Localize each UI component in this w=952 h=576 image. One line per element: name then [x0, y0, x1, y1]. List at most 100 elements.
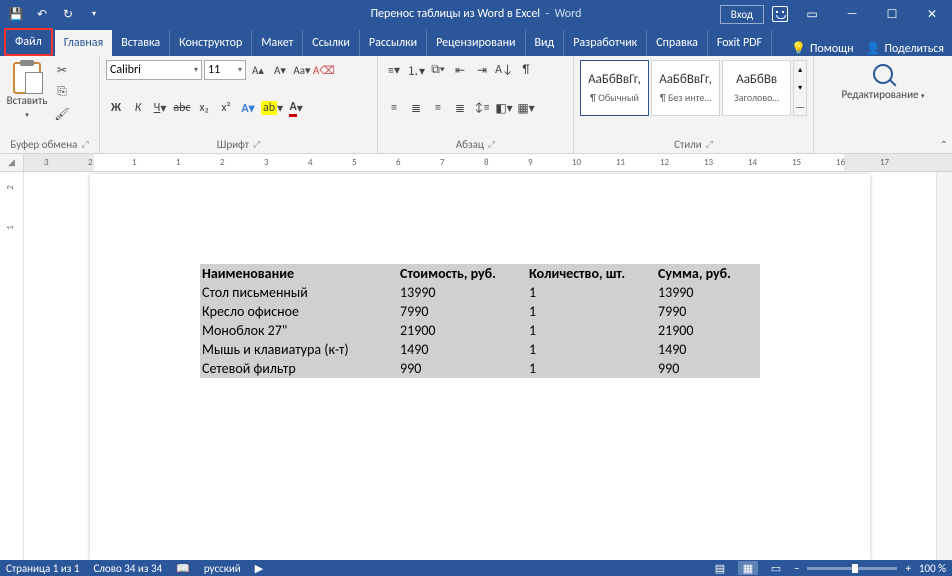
- status-spell-icon[interactable]: 📖: [176, 562, 190, 575]
- align-right-icon[interactable]: ≡: [428, 98, 448, 118]
- styles-launcher-icon[interactable]: ⤢: [706, 139, 713, 150]
- italic-button[interactable]: К: [128, 98, 148, 118]
- align-left-icon[interactable]: ≡: [384, 98, 404, 118]
- table-cell[interactable]: 7990: [398, 302, 527, 321]
- show-marks-icon[interactable]: ¶: [516, 60, 536, 80]
- justify-icon[interactable]: ≣: [450, 98, 470, 118]
- tab-ссылки[interactable]: Ссылки: [303, 30, 360, 56]
- view-web-icon[interactable]: ▭: [766, 561, 786, 575]
- qat-customize-icon[interactable]: ▾: [82, 2, 106, 26]
- tab-конструктор[interactable]: Конструктор: [170, 30, 252, 56]
- tab-разработчик[interactable]: Разработчик: [564, 30, 647, 56]
- status-words[interactable]: Слово 34 из 34: [93, 562, 162, 575]
- table-cell[interactable]: 13990: [656, 283, 760, 302]
- zoom-in-icon[interactable]: +: [905, 562, 910, 575]
- minimize-button[interactable]: —: [832, 0, 872, 28]
- multilevel-icon[interactable]: ⧉▾: [428, 60, 448, 80]
- style-item[interactable]: АаБбВвГг,¶ Обычный: [580, 60, 649, 116]
- table-cell[interactable]: 13990: [398, 283, 527, 302]
- cut-icon[interactable]: ✂: [52, 60, 72, 80]
- share-button[interactable]: 👤Поделиться: [866, 41, 944, 56]
- highlight-icon[interactable]: ab▾: [260, 98, 284, 118]
- table-cell[interactable]: 1490: [656, 340, 760, 359]
- close-button[interactable]: ✕: [912, 0, 952, 28]
- table-header[interactable]: Сумма, руб.: [656, 264, 760, 283]
- table-cell[interactable]: 1: [527, 359, 656, 378]
- style-item[interactable]: АаБбВвГг,¶ Без инте…: [651, 60, 720, 116]
- status-lang[interactable]: русский: [204, 562, 241, 575]
- zoom-out-icon[interactable]: −: [794, 562, 799, 575]
- table-cell[interactable]: 7990: [656, 302, 760, 321]
- table-header[interactable]: Наименование: [200, 264, 398, 283]
- ruler-horizontal[interactable]: ◢ 3211234567891011121314151617: [0, 154, 952, 172]
- clipboard-launcher-icon[interactable]: ⤢: [81, 139, 88, 150]
- tab-foxit pdf[interactable]: Foxit PDF: [708, 30, 772, 56]
- paste-button[interactable]: Вставить ▾: [6, 60, 48, 124]
- table-cell[interactable]: Моноблок 27": [200, 321, 398, 340]
- copy-icon[interactable]: ⎘: [52, 82, 72, 102]
- table-cell[interactable]: Стол письменный: [200, 283, 398, 302]
- table-cell[interactable]: 1: [527, 321, 656, 340]
- table-header[interactable]: Количество, шт.: [527, 264, 656, 283]
- ribbon-options-icon[interactable]: ▭: [792, 0, 832, 28]
- format-painter-icon[interactable]: 🖌: [52, 104, 72, 124]
- tell-me-button[interactable]: 💡Помощн: [791, 41, 854, 56]
- shading-icon[interactable]: ◧▾: [494, 98, 514, 118]
- table-cell[interactable]: 1490: [398, 340, 527, 359]
- editing-button[interactable]: Редактирование ▾: [820, 60, 946, 105]
- table-row[interactable]: Стол письменный13990113990: [200, 283, 760, 302]
- font-size-combo[interactable]: 11▾: [204, 60, 246, 80]
- table-cell[interactable]: 21900: [398, 321, 527, 340]
- strike-button[interactable]: abc: [172, 98, 192, 118]
- table-header[interactable]: Стоимость, руб.: [398, 264, 527, 283]
- underline-button[interactable]: Ч▾: [150, 98, 170, 118]
- table-row[interactable]: Сетевой фильтр9901990: [200, 359, 760, 378]
- font-launcher-icon[interactable]: ⤢: [253, 139, 260, 150]
- ruler-vertical[interactable]: 2 1: [0, 172, 24, 560]
- table-row[interactable]: Кресло офисное799017990: [200, 302, 760, 321]
- table-cell[interactable]: Сетевой фильтр: [200, 359, 398, 378]
- subscript-button[interactable]: x₂: [194, 98, 214, 118]
- font-name-combo[interactable]: Calibri▾: [106, 60, 202, 80]
- table-cell[interactable]: 21900: [656, 321, 760, 340]
- bullets-icon[interactable]: ≡▾: [384, 60, 404, 80]
- line-spacing-icon[interactable]: ↕≡: [472, 98, 492, 118]
- tab-file[interactable]: Файл: [4, 28, 53, 56]
- tab-рецензировани[interactable]: Рецензировани: [427, 30, 525, 56]
- text-effects-icon[interactable]: A▾: [238, 98, 258, 118]
- tab-вставка[interactable]: Вставка: [112, 30, 170, 56]
- zoom-level[interactable]: 100 %: [919, 562, 946, 575]
- tab-вид[interactable]: Вид: [526, 30, 565, 56]
- view-print-icon[interactable]: ▦: [738, 561, 758, 575]
- document-area[interactable]: НаименованиеСтоимость, руб.Количество, ш…: [24, 172, 936, 560]
- change-case-icon[interactable]: Aa▾: [292, 61, 312, 79]
- style-item[interactable]: АаБбВвЗаголово…: [722, 60, 791, 116]
- bold-button[interactable]: Ж: [106, 98, 126, 118]
- status-page[interactable]: Страница 1 из 1: [6, 562, 79, 575]
- view-read-icon[interactable]: ▤: [710, 561, 730, 575]
- numbering-icon[interactable]: ⒈▾: [406, 60, 426, 80]
- status-macro-icon[interactable]: ▶: [255, 562, 263, 575]
- styles-more-icon[interactable]: ▴▾⎼: [793, 60, 807, 116]
- table-row[interactable]: Моноблок 27"21900121900: [200, 321, 760, 340]
- tab-рассылки[interactable]: Рассылки: [360, 30, 427, 56]
- table-row[interactable]: Мышь и клавиатура (к-т)149011490: [200, 340, 760, 359]
- borders-icon[interactable]: ▦▾: [516, 98, 536, 118]
- sort-icon[interactable]: A↓: [494, 60, 514, 80]
- face-icon[interactable]: [772, 6, 788, 22]
- redo-icon[interactable]: ↻: [56, 2, 80, 26]
- shrink-font-icon[interactable]: A▾: [270, 61, 290, 79]
- collapse-ribbon-icon[interactable]: ⌃: [940, 138, 948, 151]
- table-cell[interactable]: 1: [527, 283, 656, 302]
- data-table[interactable]: НаименованиеСтоимость, руб.Количество, ш…: [200, 264, 760, 378]
- table-cell[interactable]: 990: [656, 359, 760, 378]
- font-color-icon[interactable]: A▾: [286, 98, 306, 118]
- align-center-icon[interactable]: ≣: [406, 98, 426, 118]
- undo-icon[interactable]: ↶: [30, 2, 54, 26]
- scrollbar-vertical[interactable]: [936, 172, 952, 560]
- sign-in-button[interactable]: Вход: [720, 5, 764, 24]
- tab-макет[interactable]: Макет: [252, 30, 303, 56]
- table-cell[interactable]: 1: [527, 302, 656, 321]
- grow-font-icon[interactable]: A▴: [248, 61, 268, 79]
- maximize-button[interactable]: ☐: [872, 0, 912, 28]
